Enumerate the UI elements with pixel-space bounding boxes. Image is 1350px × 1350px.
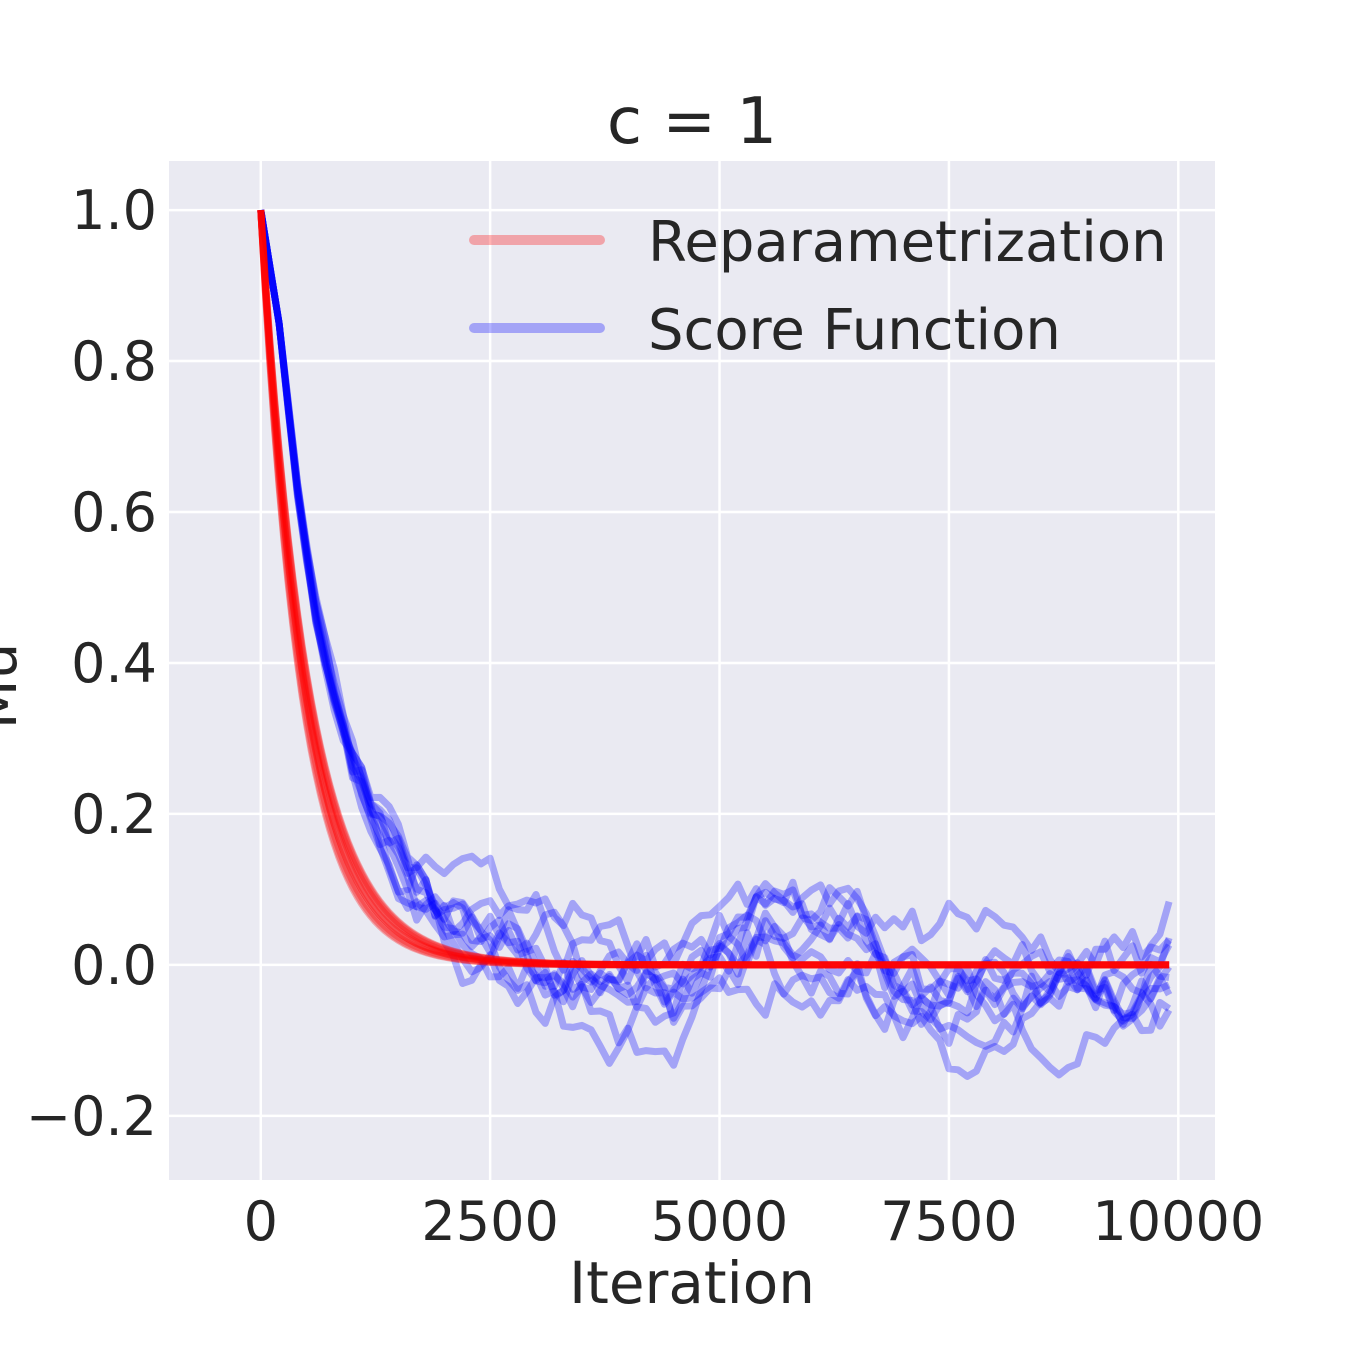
reparametrization-run-line [257, 209, 1170, 969]
score-function-run-line [257, 209, 1172, 1028]
y-tick-label: 0.2 [71, 783, 157, 846]
score-function-run-line [257, 209, 1173, 1067]
x-axis-title: Iteration [569, 1249, 815, 1317]
series-layer [257, 209, 1173, 1080]
score-function-run-line [257, 209, 1173, 1069]
legend-label-reparametrization: Reparametrization [648, 210, 1167, 275]
y-tick-label: 0.0 [71, 934, 157, 997]
x-tick-label: 7500 [880, 1190, 1017, 1253]
y-tick-label: 0.6 [71, 481, 157, 544]
score-function-run-line [257, 209, 1170, 1030]
y-tick-label: 0.4 [71, 632, 157, 695]
reparametrization-run-line [257, 209, 1170, 969]
plot-background [169, 161, 1215, 1180]
reparametrization-run-line [257, 209, 1170, 969]
reparametrization-run-line [257, 209, 1170, 969]
score-function-run-line [257, 209, 1173, 1018]
reparametrization-run-line [257, 209, 1170, 969]
score-function-run-line [257, 209, 1171, 1025]
x-tick-label: 2500 [421, 1190, 558, 1253]
x-tick-label: 5000 [651, 1190, 788, 1253]
score-function-run-line [257, 209, 1172, 1080]
x-tick-label: 10000 [1092, 1190, 1264, 1253]
y-tick-label: 1.0 [71, 179, 157, 242]
y-tick-label: −0.2 [26, 1085, 157, 1148]
legend: Reparametrization Score Function [469, 210, 1167, 363]
score-function-run-line [257, 209, 1173, 1027]
reparametrization-run-line [257, 209, 1170, 969]
reparametrization-run-line [257, 209, 1170, 969]
score-function-run-line [257, 209, 1172, 1079]
score-function-run-line [257, 209, 1173, 1033]
y-tick-label: 0.8 [71, 330, 157, 393]
reparametrization-run-line [257, 209, 1170, 969]
x-tick-label: 0 [244, 1190, 278, 1253]
reparametrization-run-line [257, 209, 1170, 969]
legend-label-score-function: Score Function [648, 298, 1061, 363]
chart-title: c = 1 [607, 85, 777, 159]
y-axis-title: Mu [0, 643, 30, 730]
reparametrization-run-line [257, 209, 1170, 969]
grid [169, 161, 1215, 1180]
tick-labels: 0 2500 5000 7500 10000 −0.2 0.0 0.2 0.4 0.6 0.8 1.0 [26, 179, 1264, 1253]
